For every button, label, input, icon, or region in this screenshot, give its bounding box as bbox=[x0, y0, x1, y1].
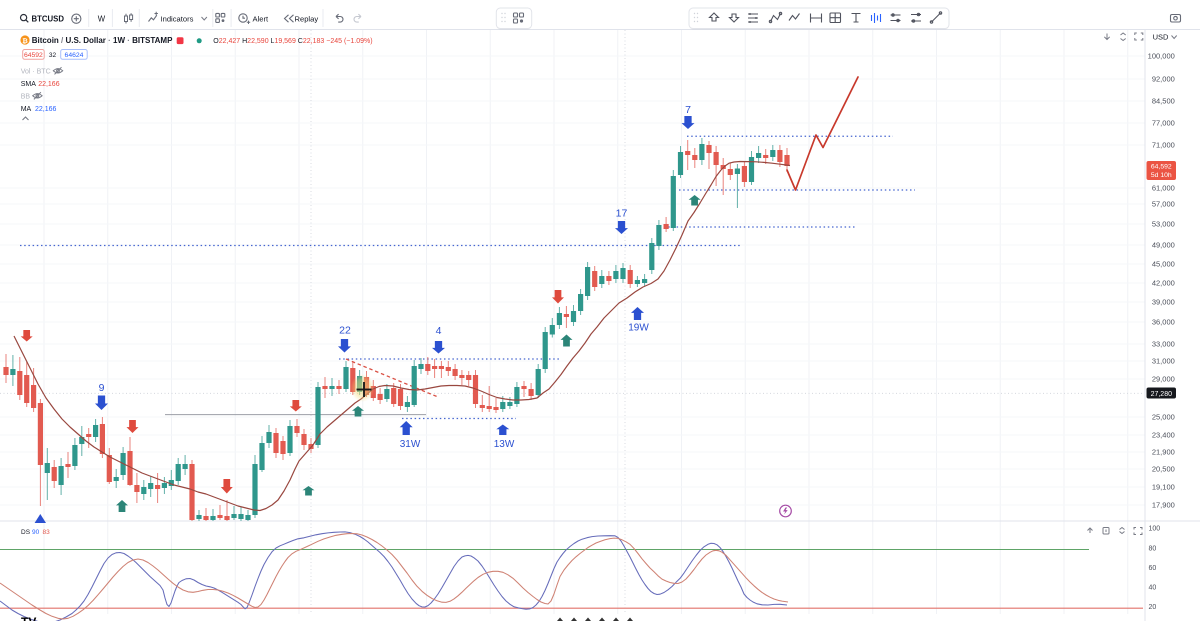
svg-text:40: 40 bbox=[1149, 585, 1157, 592]
svg-text:83: 83 bbox=[43, 529, 51, 536]
svg-text:W: W bbox=[98, 14, 106, 23]
svg-text:100: 100 bbox=[1149, 526, 1161, 533]
svg-text:29,000: 29,000 bbox=[1152, 375, 1175, 384]
svg-text:Vol · BTC: Vol · BTC bbox=[21, 68, 51, 75]
svg-text:7: 7 bbox=[685, 104, 691, 116]
svg-text:MA: MA bbox=[21, 106, 32, 113]
svg-text:22,166: 22,166 bbox=[38, 81, 60, 88]
svg-text:53,000: 53,000 bbox=[1152, 220, 1175, 229]
svg-text:4: 4 bbox=[436, 325, 442, 337]
svg-text:92,000: 92,000 bbox=[1152, 75, 1175, 84]
svg-text:27,280: 27,280 bbox=[1151, 391, 1173, 398]
svg-text:9: 9 bbox=[99, 382, 105, 394]
svg-text:Bitcoin / U.S. Dollar · 1W · B: Bitcoin / U.S. Dollar · 1W · BITSTAMP bbox=[32, 36, 173, 45]
svg-text:80: 80 bbox=[1149, 546, 1157, 553]
svg-text:22: 22 bbox=[339, 325, 351, 337]
svg-text:60: 60 bbox=[1149, 565, 1157, 572]
svg-text:BTCUSD: BTCUSD bbox=[32, 14, 65, 23]
svg-text:64,592: 64,592 bbox=[1151, 163, 1172, 170]
svg-text:19W: 19W bbox=[628, 323, 649, 334]
svg-text:39,000: 39,000 bbox=[1152, 298, 1175, 307]
svg-text:Alert: Alert bbox=[253, 14, 270, 23]
svg-text:TV: TV bbox=[21, 615, 36, 621]
svg-text:O22,427 H22,590 L19,569 C22,18: O22,427 H22,590 L19,569 C22,183 −245 (−1… bbox=[213, 38, 372, 45]
svg-text:19,100: 19,100 bbox=[1152, 483, 1175, 492]
svg-text:42,000: 42,000 bbox=[1152, 279, 1175, 288]
svg-text:31W: 31W bbox=[400, 439, 421, 450]
svg-text:77,000: 77,000 bbox=[1152, 119, 1175, 128]
svg-text:49,000: 49,000 bbox=[1152, 241, 1175, 250]
svg-text:DS: DS bbox=[21, 529, 31, 536]
svg-text:45,000: 45,000 bbox=[1152, 260, 1175, 269]
svg-text:Indicators: Indicators bbox=[161, 14, 194, 23]
svg-text:36,000: 36,000 bbox=[1152, 318, 1175, 327]
svg-text:33,000: 33,000 bbox=[1152, 340, 1175, 349]
svg-text:84,500: 84,500 bbox=[1152, 97, 1175, 106]
svg-text:100,000: 100,000 bbox=[1148, 52, 1175, 61]
svg-text:20,500: 20,500 bbox=[1152, 465, 1175, 474]
svg-text:22,166: 22,166 bbox=[35, 106, 57, 113]
svg-text:17,900: 17,900 bbox=[1152, 501, 1175, 510]
svg-text:61,000: 61,000 bbox=[1152, 184, 1175, 193]
svg-text:32: 32 bbox=[49, 52, 57, 59]
svg-text:90: 90 bbox=[32, 529, 40, 536]
svg-text:13W: 13W bbox=[494, 439, 515, 450]
svg-text:SMA: SMA bbox=[21, 81, 37, 88]
svg-text:23,400: 23,400 bbox=[1152, 431, 1175, 440]
svg-text:71,000: 71,000 bbox=[1152, 141, 1175, 150]
svg-text:BB: BB bbox=[21, 94, 31, 101]
svg-text:USD: USD bbox=[1153, 33, 1169, 42]
svg-text:₿: ₿ bbox=[22, 37, 28, 45]
svg-text:31,000: 31,000 bbox=[1152, 357, 1175, 366]
svg-text:57,000: 57,000 bbox=[1152, 200, 1175, 209]
svg-text:64592: 64592 bbox=[24, 52, 43, 59]
svg-text:17: 17 bbox=[616, 208, 628, 220]
svg-text:20: 20 bbox=[1149, 604, 1157, 611]
svg-text:5d 10h: 5d 10h bbox=[1151, 172, 1172, 179]
svg-text:21,900: 21,900 bbox=[1152, 448, 1175, 457]
svg-text:64624: 64624 bbox=[65, 52, 84, 59]
svg-text:25,000: 25,000 bbox=[1152, 413, 1175, 422]
svg-text:Replay: Replay bbox=[295, 14, 319, 23]
